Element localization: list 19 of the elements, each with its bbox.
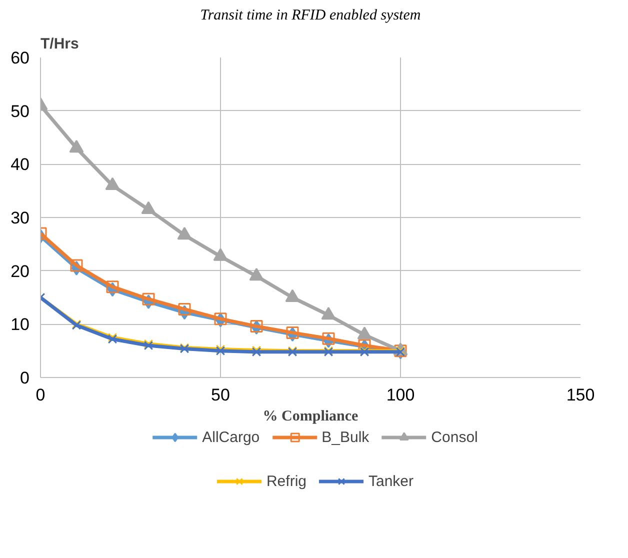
y-axis-title: T/Hrs [40,36,79,52]
legend-label: B_Bulk [322,428,370,446]
x-axis-title: % Compliance [262,408,359,424]
legend-label: Consol [431,428,478,446]
x-tick-label: 150 [566,386,595,404]
y-tick-label: 50 [10,102,30,121]
y-tick-label: 20 [10,262,30,281]
y-tick-label: 60 [10,48,30,68]
y-tick-label: 0 [20,368,30,388]
chart-title: Transit time in RFID enabled system [200,8,421,24]
legend-label: AllCargo [202,428,260,446]
x-tick-label: 100 [386,386,415,404]
x-tick-label: 0 [36,386,46,404]
legend-label: Tanker [368,472,414,490]
y-tick-label: 30 [10,208,30,228]
y-tick-label: 40 [10,155,30,174]
x-tick-label: 50 [211,386,230,404]
y-tick-label: 10 [10,315,30,334]
legend-label: Refrig [266,472,306,490]
